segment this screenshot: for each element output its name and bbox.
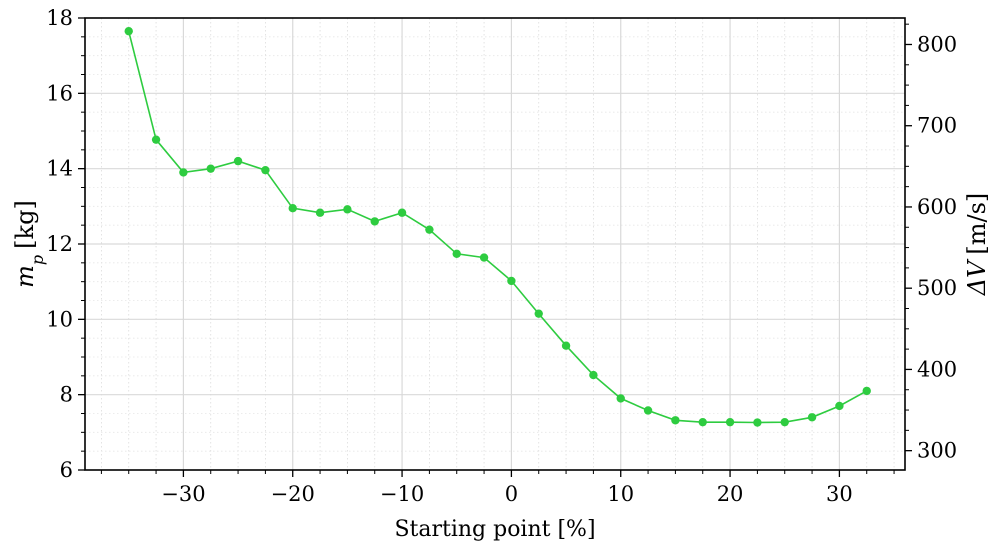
series-line — [127, 31, 868, 424]
data-point — [616, 394, 625, 403]
y-left-subscript: p — [28, 255, 47, 265]
y-left-tick-label: 14 — [46, 157, 73, 181]
x-tick-label: −30 — [161, 482, 205, 506]
y-left-tick-label: 18 — [46, 6, 73, 30]
data-point — [507, 276, 516, 286]
data-point — [753, 418, 762, 427]
data-point — [206, 164, 215, 173]
y-left-tick-label: 6 — [60, 458, 73, 482]
data-point — [233, 156, 243, 166]
data-point — [643, 406, 653, 415]
x-tick-label: 0 — [505, 482, 518, 506]
data-point — [151, 135, 161, 144]
y-left-tick-label: 10 — [46, 307, 73, 331]
y-axis-right-label: ΔV [m/s] — [963, 193, 991, 297]
data-point — [179, 168, 188, 177]
data-point — [561, 341, 571, 350]
y-left-tick-label: 12 — [46, 232, 73, 256]
data-point — [835, 401, 844, 411]
data-point — [124, 26, 133, 36]
data-point — [370, 217, 379, 226]
data-point — [698, 417, 707, 427]
data-point — [397, 208, 407, 217]
x-axis-label: Starting point [%] — [394, 517, 595, 542]
data-point — [288, 204, 297, 213]
y-left-tick-label: 16 — [46, 81, 73, 105]
data-point — [725, 417, 735, 427]
y-left-symbol: m — [11, 265, 39, 288]
data-point — [479, 253, 489, 262]
y-left-unit: [kg] — [11, 200, 39, 249]
x-tick-label: −20 — [271, 482, 315, 506]
y-axis-left-label: mp [kg] — [11, 200, 47, 288]
x-tick-label: −10 — [380, 482, 424, 506]
y-right-tick-label: 500 — [917, 276, 957, 300]
data-point — [343, 205, 352, 214]
y-right-symbol: ΔV — [963, 258, 991, 296]
data-point — [315, 208, 325, 217]
grid — [85, 18, 905, 470]
data-point — [671, 416, 680, 425]
labels: Starting point [%] mp [kg] ΔV [m/s] — [11, 193, 991, 542]
data-point — [862, 386, 871, 396]
y-right-tick-label: 300 — [917, 439, 957, 463]
data-point — [589, 370, 598, 380]
y-right-tick-label: 800 — [917, 32, 957, 56]
data-point — [807, 413, 817, 422]
y-right-tick-label: 400 — [917, 357, 957, 381]
data-point — [780, 417, 789, 427]
axes: −30 −20 −10 0 10 20 30 6 8 10 12 14 16 18 300 400 500 600… — [46, 6, 957, 506]
x-tick-label: 30 — [826, 482, 853, 506]
x-tick-label: 10 — [607, 482, 634, 506]
y-right-tick-label: 600 — [917, 195, 957, 219]
x-tick-label: 20 — [717, 482, 744, 506]
y-right-tick-label: 700 — [917, 114, 957, 138]
y-right-unit: [m/s] — [963, 193, 991, 255]
series-group — [124, 26, 871, 427]
data-point — [452, 249, 461, 258]
data-point — [425, 225, 434, 234]
y-left-tick-label: 8 — [60, 383, 73, 407]
data-point — [261, 165, 270, 175]
data-point — [534, 309, 543, 318]
